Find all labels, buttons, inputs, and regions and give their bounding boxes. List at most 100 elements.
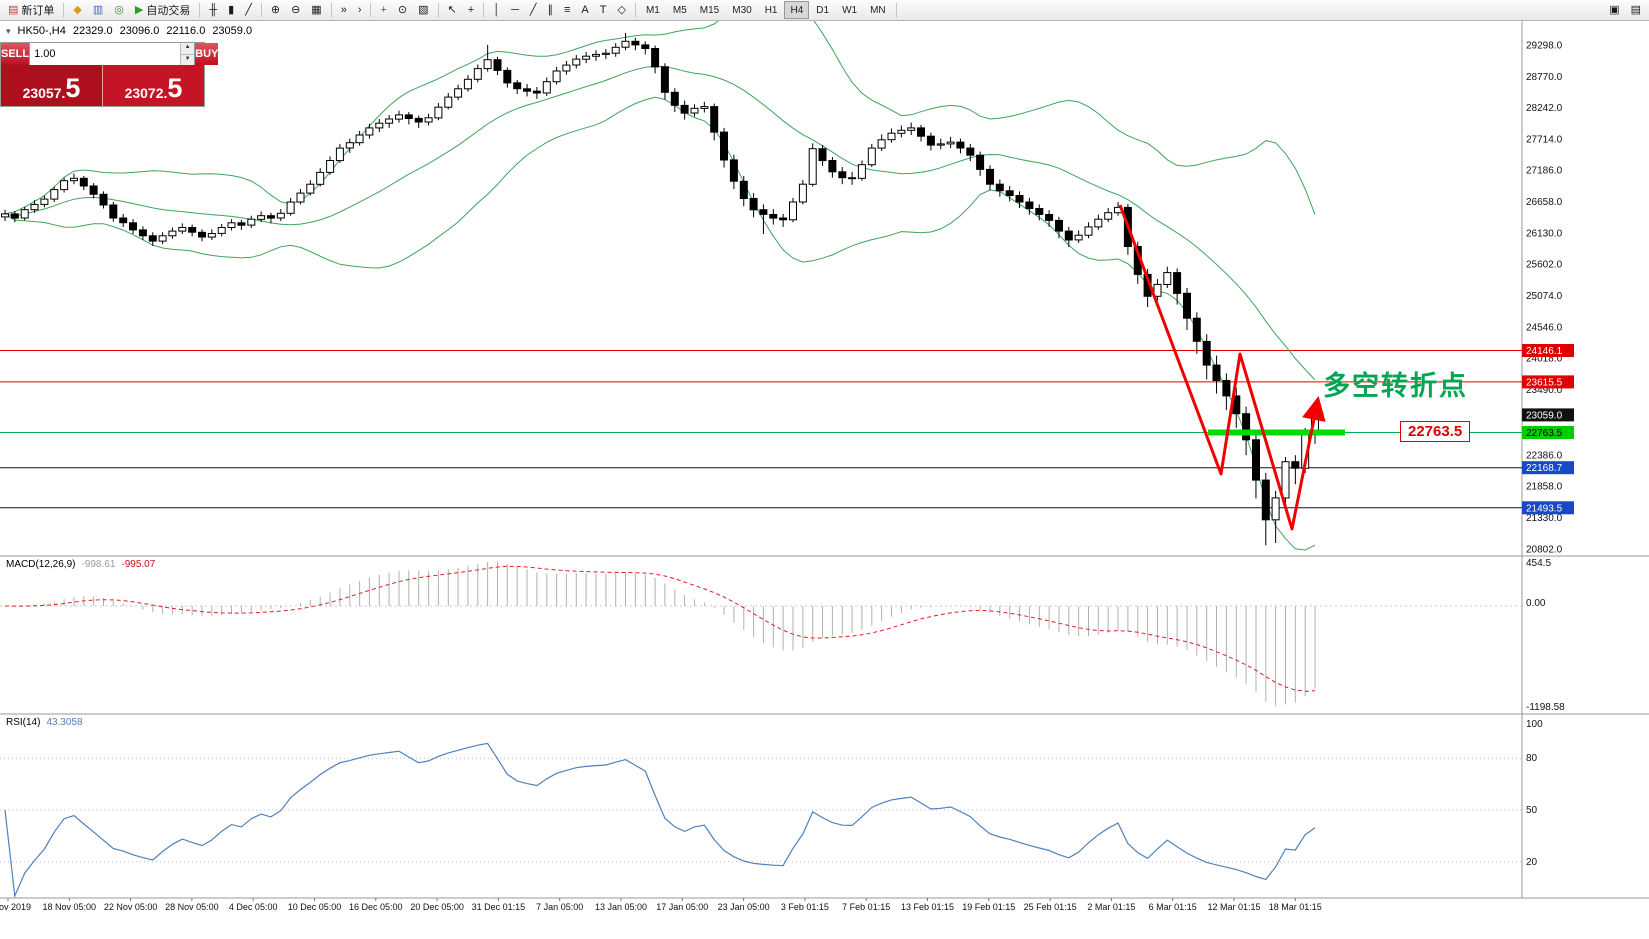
new-chart-button[interactable]: ▣: [1604, 1, 1624, 20]
templates-button[interactable]: ▧: [413, 1, 433, 20]
sell-button[interactable]: SELL: [1, 43, 30, 65]
timeframe-button-m30[interactable]: M30: [726, 1, 757, 19]
cursor-icon: ↖: [447, 3, 457, 16]
rsi-label: RSI(14) 43.3058: [6, 717, 83, 728]
one-click-trading-panel: SELL ▲ ▼ BUY 23057.5 23072.5: [0, 42, 219, 107]
auto-scroll-button[interactable]: »: [336, 1, 352, 20]
crosshair-button[interactable]: +: [463, 1, 479, 20]
svg-text:23 Jan 05:00: 23 Jan 05:00: [718, 902, 770, 912]
svg-text:24546.0: 24546.0: [1526, 322, 1563, 333]
price-level-box[interactable]: 22763.5: [1400, 421, 1471, 442]
timeframe-button-h4[interactable]: H4: [784, 1, 810, 19]
vertical-line-button[interactable]: │: [488, 1, 505, 20]
text-button[interactable]: A: [576, 1, 593, 20]
buy-button[interactable]: BUY: [195, 43, 219, 65]
button-label: M5: [672, 4, 687, 16]
line-chart-button[interactable]: ╱: [240, 1, 257, 20]
volume-down-icon[interactable]: ▼: [181, 53, 195, 65]
svg-text:29298.0: 29298.0: [1526, 41, 1563, 52]
zoom-in-button[interactable]: ⊕: [266, 1, 285, 20]
autotrading-button[interactable]: ▶ 自动交易: [130, 1, 195, 20]
volume-up-icon[interactable]: ▲: [181, 43, 195, 54]
button-label: 新订单: [21, 5, 55, 17]
candlestick-chart-button[interactable]: ▮: [223, 1, 239, 20]
horizontal-line-button[interactable]: ─: [506, 1, 524, 20]
tile-windows-button[interactable]: ▦: [306, 1, 326, 20]
horizontal-level-lines[interactable]: [0, 350, 1522, 509]
cursor-button[interactable]: ↖: [443, 1, 462, 20]
svg-text:13 Jan 05:00: 13 Jan 05:00: [595, 902, 647, 912]
svg-text:3 Feb 01:15: 3 Feb 01:15: [781, 902, 829, 912]
fibonacci-button[interactable]: ≡: [559, 1, 575, 20]
date-axis[interactable]: 2 Nov 2019 18 Nov 05:00 22 Nov 05:00 28 Nov…: [0, 898, 1322, 912]
periods-button[interactable]: ⊙: [393, 1, 412, 20]
buy-price-main: 23072.: [124, 85, 168, 101]
svg-text:6 Mar 01:15: 6 Mar 01:15: [1149, 902, 1197, 912]
indicators-button[interactable]: +: [375, 1, 391, 20]
support-zone-segment[interactable]: [1208, 429, 1345, 436]
svg-text:24018.0: 24018.0: [1526, 354, 1563, 365]
buy-price[interactable]: 23072. 5: [103, 65, 204, 106]
indicators-icon: +: [380, 3, 387, 16]
profiles-button[interactable]: ▤: [1626, 1, 1646, 20]
macd-signal-value: -995.07: [121, 559, 156, 570]
turning-point-note[interactable]: 多空转折点: [1323, 371, 1468, 401]
zigzag-arrow-annotation[interactable]: [1118, 204, 1326, 531]
data-window-icon: ▥: [92, 3, 104, 16]
rsi-line: [4, 742, 1316, 899]
periods-icon: ⊙: [397, 3, 408, 16]
chart-shift-button[interactable]: ›: [353, 1, 367, 20]
zoom-out-button[interactable]: ⊖: [286, 1, 305, 20]
svg-text:26658.0: 26658.0: [1526, 197, 1563, 208]
timeframe-button-m15[interactable]: M15: [694, 1, 725, 19]
bar-chart-button[interactable]: ╫: [204, 1, 222, 20]
market-watch-button[interactable]: ◆: [68, 1, 86, 20]
svg-text:28242.0: 28242.0: [1526, 103, 1563, 114]
svg-text:25 Feb 01:15: 25 Feb 01:15: [1024, 902, 1077, 912]
timeframe-button-mn[interactable]: MN: [864, 1, 892, 19]
volume-input[interactable]: [30, 43, 181, 65]
one-click-toggle-icon[interactable]: ▾: [6, 25, 11, 36]
bollinger-bands: [4, 0, 1316, 551]
toolbar-separator: [199, 3, 201, 17]
toolbar-separator: [260, 3, 262, 17]
trendline-button[interactable]: ╱: [525, 1, 542, 20]
button-label: M1: [645, 4, 660, 16]
button-label: H1: [764, 4, 778, 16]
data-window-button[interactable]: ▥: [88, 1, 108, 20]
shapes-button[interactable]: ◇: [613, 1, 631, 20]
macd-signal-line: [4, 565, 1316, 692]
price-axis-badges: 24146.1 23615.5 23059.0 22763.5 22168.7 21493…: [1522, 344, 1574, 515]
timeframe-button-m1[interactable]: M1: [640, 1, 666, 19]
toolbar-separator: [63, 3, 65, 17]
button-label: M15: [699, 4, 720, 16]
autotrading-icon: ▶: [134, 3, 144, 16]
ohlc-close: 23059.0: [212, 25, 253, 37]
svg-text:22 Nov 05:00: 22 Nov 05:00: [104, 902, 158, 912]
sell-price-main: 23057.: [22, 85, 66, 101]
tile-windows-icon: ▦: [311, 3, 322, 16]
equidistant-channel-button[interactable]: ∥: [543, 1, 559, 20]
timeframe-button-w1[interactable]: W1: [836, 1, 863, 19]
zoom-in-icon: ⊕: [270, 3, 281, 16]
chart-shift-icon: ›: [357, 3, 362, 16]
timeframe-button-h1[interactable]: H1: [759, 1, 784, 19]
auto-scroll-icon: »: [340, 3, 347, 16]
macd-value: -998.61: [81, 559, 116, 570]
svg-text:25602.0: 25602.0: [1526, 260, 1563, 271]
svg-text:12 Mar 01:15: 12 Mar 01:15: [1207, 902, 1260, 912]
svg-text:27714.0: 27714.0: [1526, 134, 1563, 145]
arrow-label-button[interactable]: T: [595, 1, 612, 20]
new-order-button[interactable]: ▤ 新订单: [3, 1, 59, 20]
rsi-name: RSI(14): [6, 717, 41, 728]
svg-text:21493.5: 21493.5: [1526, 503, 1563, 514]
arrow-label-icon: T: [599, 3, 607, 16]
timeframe-button-d1[interactable]: D1: [810, 1, 835, 19]
crosshair-icon: +: [467, 3, 475, 16]
buy-price-big: 5: [167, 73, 183, 103]
navigator-button[interactable]: ◎: [109, 1, 129, 20]
zoom-out-icon: ⊖: [291, 3, 301, 16]
timeframe-button-m5[interactable]: M5: [667, 1, 693, 19]
sell-price[interactable]: 23057. 5: [1, 65, 103, 106]
